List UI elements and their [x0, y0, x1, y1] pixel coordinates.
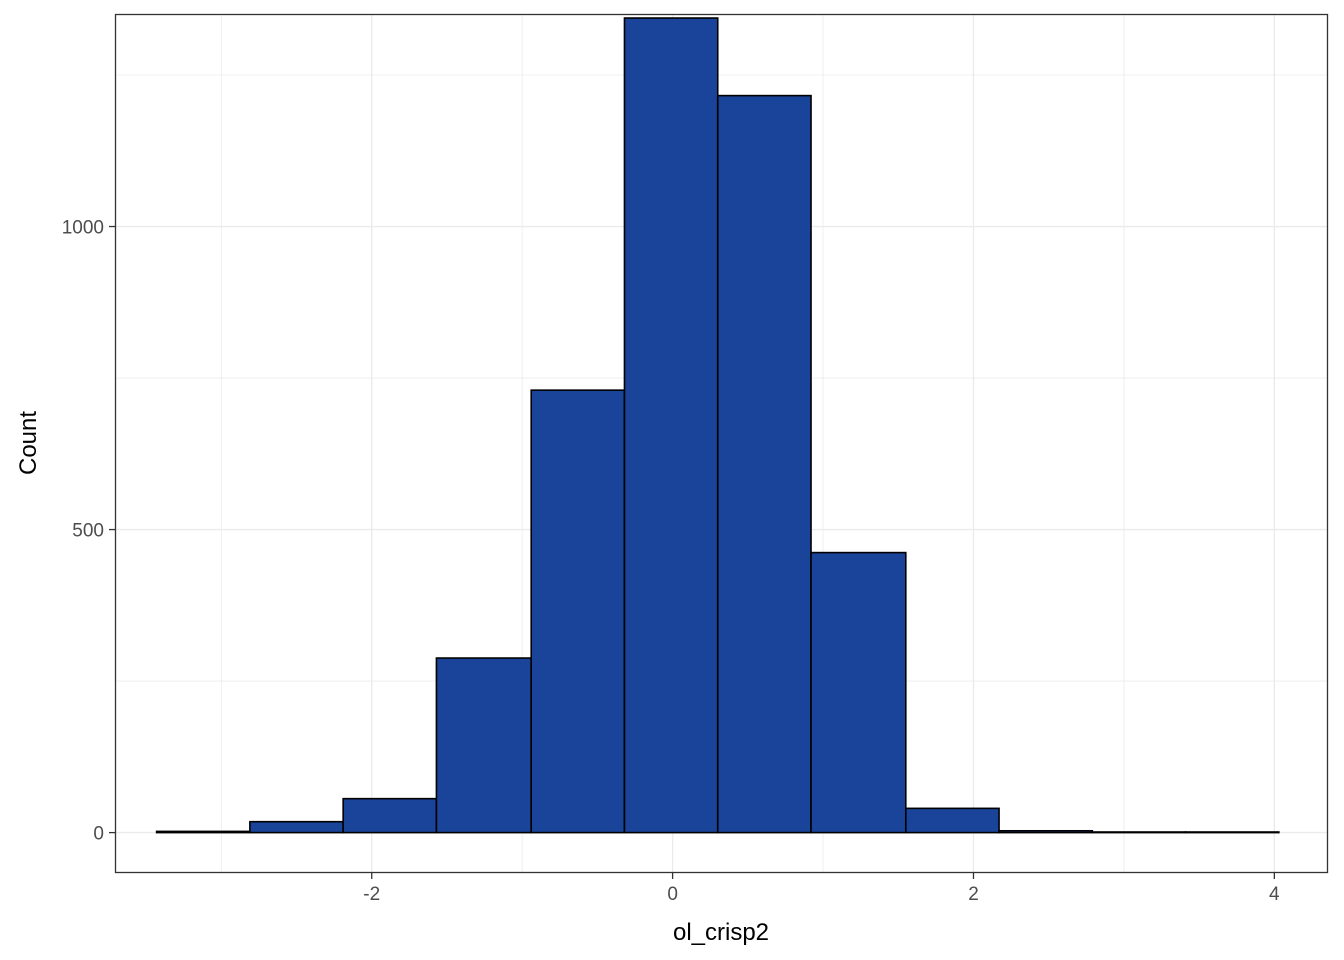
histogram-bar [623, 17, 719, 834]
histogram-bar [435, 657, 532, 834]
histogram-bar [1091, 831, 1187, 834]
histogram-bar [716, 94, 812, 834]
histogram-bar [342, 797, 438, 834]
x-tick-label: 2 [968, 884, 979, 905]
bar-layer [155, 17, 1280, 834]
y-axis-title: Count [15, 411, 42, 475]
histogram-bar [904, 807, 1000, 834]
histogram-bar [1184, 831, 1280, 834]
y-tick-label: 0 [93, 824, 104, 845]
x-tick-label: -2 [363, 884, 380, 905]
x-tick-label: 0 [667, 884, 678, 905]
tick-layer: -2 0 2 4 0 500 1000 [62, 218, 1280, 905]
histogram-bar [810, 551, 907, 834]
histogram-bar [998, 829, 1094, 834]
x-tick-label: 4 [1269, 884, 1280, 905]
histogram-bar [249, 820, 344, 834]
histogram-bar [530, 389, 626, 834]
x-axis-title: ol_crisp2 [673, 919, 769, 946]
y-tick-label: 1000 [62, 218, 104, 239]
y-tick-label: 500 [72, 521, 104, 542]
histogram-bar [155, 830, 251, 834]
panel-border [114, 13, 1329, 874]
